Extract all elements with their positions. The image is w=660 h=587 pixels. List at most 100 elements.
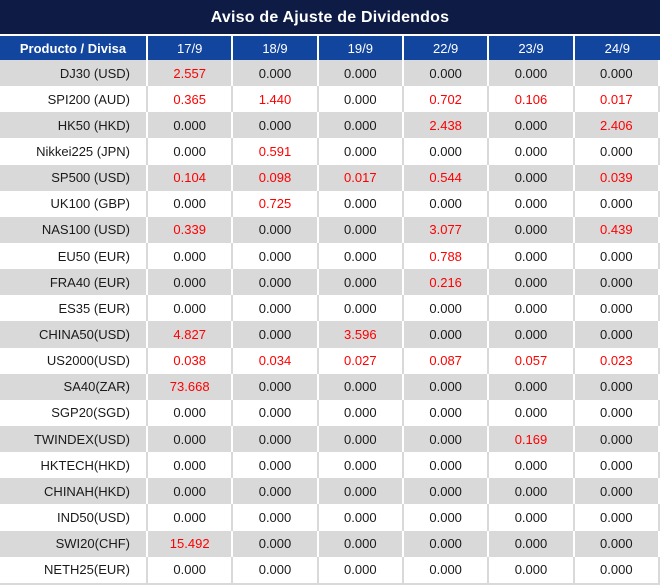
value-cell: 0.017 <box>318 164 404 191</box>
value-cell: 0.000 <box>489 399 575 426</box>
value-cell: 0.169 <box>489 425 575 453</box>
value-cell: 0.000 <box>233 269 319 296</box>
table-row: CHINA50(USD) 4.827 0.000 3.596 0.000 0.000 0.0… <box>0 321 660 348</box>
value-cell: 0.000 <box>489 504 575 531</box>
product-cell: Nikkei225 (JPN) <box>0 138 148 165</box>
value-cell: 0.000 <box>574 556 660 583</box>
value-cell: 0.000 <box>489 478 575 505</box>
table-row: SPI200 (AUD) 0.365 1.440 0.000 0.702 0.106 0.0… <box>0 86 660 113</box>
value-cell: 0.000 <box>148 478 234 505</box>
table-row: HK50 (HKD) 0.000 0.000 0.000 2.438 0.000 2.406 <box>0 112 660 139</box>
table-row: SGP20(SGD) 0.000 0.000 0.000 0.000 0.000 0.000 <box>0 399 660 426</box>
value-cell: 0.000 <box>574 60 660 87</box>
table-row: NETH25(EUR) 0.000 0.000 0.000 0.000 0.000 0.00… <box>0 556 660 583</box>
value-cell: 0.000 <box>403 190 490 217</box>
value-cell: 2.438 <box>403 112 490 139</box>
value-cell: 0.000 <box>148 399 234 426</box>
value-cell: 2.406 <box>574 112 660 139</box>
value-cell: 0.000 <box>318 295 404 322</box>
value-cell: 0.000 <box>148 504 234 531</box>
value-cell: 0.000 <box>233 452 319 479</box>
value-cell: 0.000 <box>148 190 234 217</box>
value-cell: 0.000 <box>403 60 490 87</box>
value-cell: 0.000 <box>318 86 404 113</box>
table-body: DJ30 (USD) 2.557 0.000 0.000 0.000 0.000 0.000… <box>0 60 660 583</box>
value-cell: 0.000 <box>233 530 319 557</box>
value-cell: 0.098 <box>233 164 319 191</box>
dividend-table: Producto / Divisa 17/9 18/9 19/9 22/9 23… <box>0 36 660 583</box>
value-cell: 0.000 <box>318 504 404 531</box>
value-cell: 3.596 <box>318 321 404 348</box>
product-cell: CHINA50(USD) <box>0 321 148 348</box>
value-cell: 0.000 <box>233 373 319 400</box>
value-cell: 1.440 <box>233 86 319 113</box>
value-cell: 0.000 <box>148 138 234 165</box>
table-row: NAS100 (USD) 0.339 0.000 0.000 3.077 0.000 0.4… <box>0 216 660 243</box>
value-cell: 0.000 <box>403 556 490 583</box>
value-cell: 0.057 <box>489 347 575 374</box>
value-cell: 0.000 <box>318 399 404 426</box>
product-cell: UK100 (GBP) <box>0 190 148 217</box>
value-cell: 0.000 <box>489 242 575 270</box>
value-cell: 0.000 <box>489 295 575 322</box>
value-cell: 0.000 <box>403 452 490 479</box>
value-cell: 0.000 <box>403 425 490 453</box>
column-header-date-2: 18/9 <box>233 36 319 60</box>
value-cell: 0.000 <box>574 399 660 426</box>
value-cell: 0.023 <box>574 347 660 374</box>
column-header-date-3: 19/9 <box>318 36 404 60</box>
value-cell: 0.000 <box>233 556 319 583</box>
table-row: HKTECH(HKD) 0.000 0.000 0.000 0.000 0.000 0.00… <box>0 452 660 479</box>
value-cell: 0.087 <box>403 347 490 374</box>
table-row: CHINAH(HKD) 0.000 0.000 0.000 0.000 0.000 0.00… <box>0 478 660 505</box>
value-cell: 0.365 <box>148 86 234 113</box>
table-row: SP500 (USD) 0.104 0.098 0.017 0.544 0.000 0.03… <box>0 164 660 191</box>
product-cell: ES35 (EUR) <box>0 295 148 322</box>
value-cell: 0.216 <box>403 269 490 296</box>
column-header-date-4: 22/9 <box>403 36 490 60</box>
value-cell: 0.000 <box>318 190 404 217</box>
value-cell: 0.000 <box>574 295 660 322</box>
value-cell: 0.000 <box>489 138 575 165</box>
value-cell: 0.000 <box>233 60 319 87</box>
product-cell: SGP20(SGD) <box>0 399 148 426</box>
value-cell: 0.017 <box>574 86 660 113</box>
page-title: Aviso de Ajuste de Dividendos <box>0 0 660 36</box>
table-row: TWINDEX(USD) 0.000 0.000 0.000 0.000 0.169 0.0… <box>0 425 660 453</box>
value-cell: 0.000 <box>489 216 575 243</box>
value-cell: 0.000 <box>403 373 490 400</box>
product-cell: EU50 (EUR) <box>0 242 148 270</box>
value-cell: 0.027 <box>318 347 404 374</box>
value-cell: 0.000 <box>318 478 404 505</box>
table-row: UK100 (GBP) 0.000 0.725 0.000 0.000 0.000 0.00… <box>0 190 660 217</box>
column-header-date-6: 24/9 <box>574 36 660 60</box>
value-cell: 4.827 <box>148 321 234 348</box>
value-cell: 0.000 <box>233 425 319 453</box>
value-cell: 0.000 <box>403 295 490 322</box>
value-cell: 0.000 <box>489 190 575 217</box>
value-cell: 0.000 <box>574 373 660 400</box>
value-cell: 0.000 <box>148 425 234 453</box>
product-cell: SP500 (USD) <box>0 164 148 191</box>
value-cell: 0.000 <box>403 399 490 426</box>
product-cell: FRA40 (EUR) <box>0 269 148 296</box>
value-cell: 0.000 <box>489 269 575 296</box>
product-cell: CHINAH(HKD) <box>0 478 148 505</box>
value-cell: 0.000 <box>574 530 660 557</box>
product-cell: SWI20(CHF) <box>0 530 148 557</box>
product-cell: DJ30 (USD) <box>0 60 148 87</box>
value-cell: 0.000 <box>489 321 575 348</box>
value-cell: 0.000 <box>318 60 404 87</box>
value-cell: 0.000 <box>318 373 404 400</box>
table-row: EU50 (EUR) 0.000 0.000 0.000 0.788 0.000 0.000 <box>0 242 660 270</box>
value-cell: 0.000 <box>318 242 404 270</box>
value-cell: 0.000 <box>233 504 319 531</box>
value-cell: 0.000 <box>574 425 660 453</box>
value-cell: 0.000 <box>489 60 575 87</box>
column-header-date-5: 23/9 <box>489 36 575 60</box>
value-cell: 0.000 <box>574 138 660 165</box>
value-cell: 0.000 <box>489 164 575 191</box>
value-cell: 0.000 <box>403 478 490 505</box>
table-row: Nikkei225 (JPN) 0.000 0.591 0.000 0.000 0.000… <box>0 138 660 165</box>
